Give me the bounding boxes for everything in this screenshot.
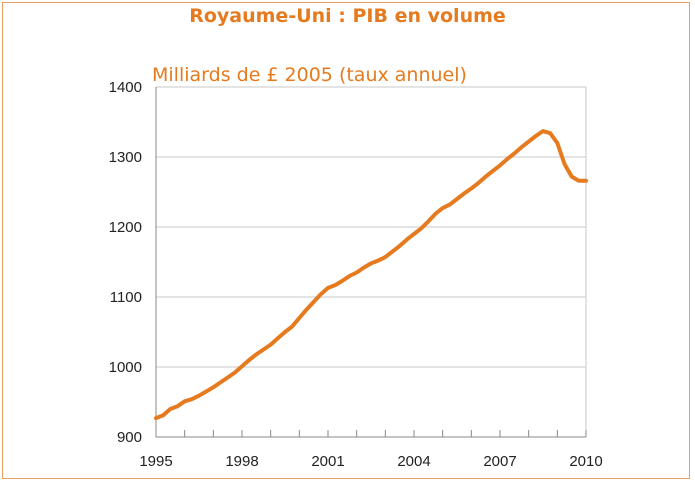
y-tick-label: 1200 xyxy=(109,219,142,236)
y-tick-label: 1300 xyxy=(109,149,142,166)
x-tick-label: 2007 xyxy=(483,453,516,470)
x-tick-label: 2004 xyxy=(397,453,430,470)
axes xyxy=(155,87,587,438)
x-tick-label: 2010 xyxy=(569,453,602,470)
gdp-series-line xyxy=(154,129,588,421)
y-axis-unit-label: Milliards de £ 2005 (taux annuel) xyxy=(152,64,467,86)
y-tick-label: 900 xyxy=(117,429,142,446)
y-tick-label: 1000 xyxy=(109,359,142,376)
x-tick-label: 1995 xyxy=(139,453,172,470)
x-tick-label: 1998 xyxy=(225,453,258,470)
chart-frame xyxy=(2,2,690,479)
series-layer xyxy=(154,129,588,421)
y-tick-label: 1400 xyxy=(109,79,142,96)
x-tick-label: 2001 xyxy=(311,453,344,470)
tick-labels: 900 1000 1100 1200 1300 1400 1995 1998 2001 2004 2… xyxy=(109,79,603,470)
chart-title: Royaume-Uni : PIB en volume xyxy=(189,5,506,27)
y-tick-label: 1100 xyxy=(110,289,142,306)
